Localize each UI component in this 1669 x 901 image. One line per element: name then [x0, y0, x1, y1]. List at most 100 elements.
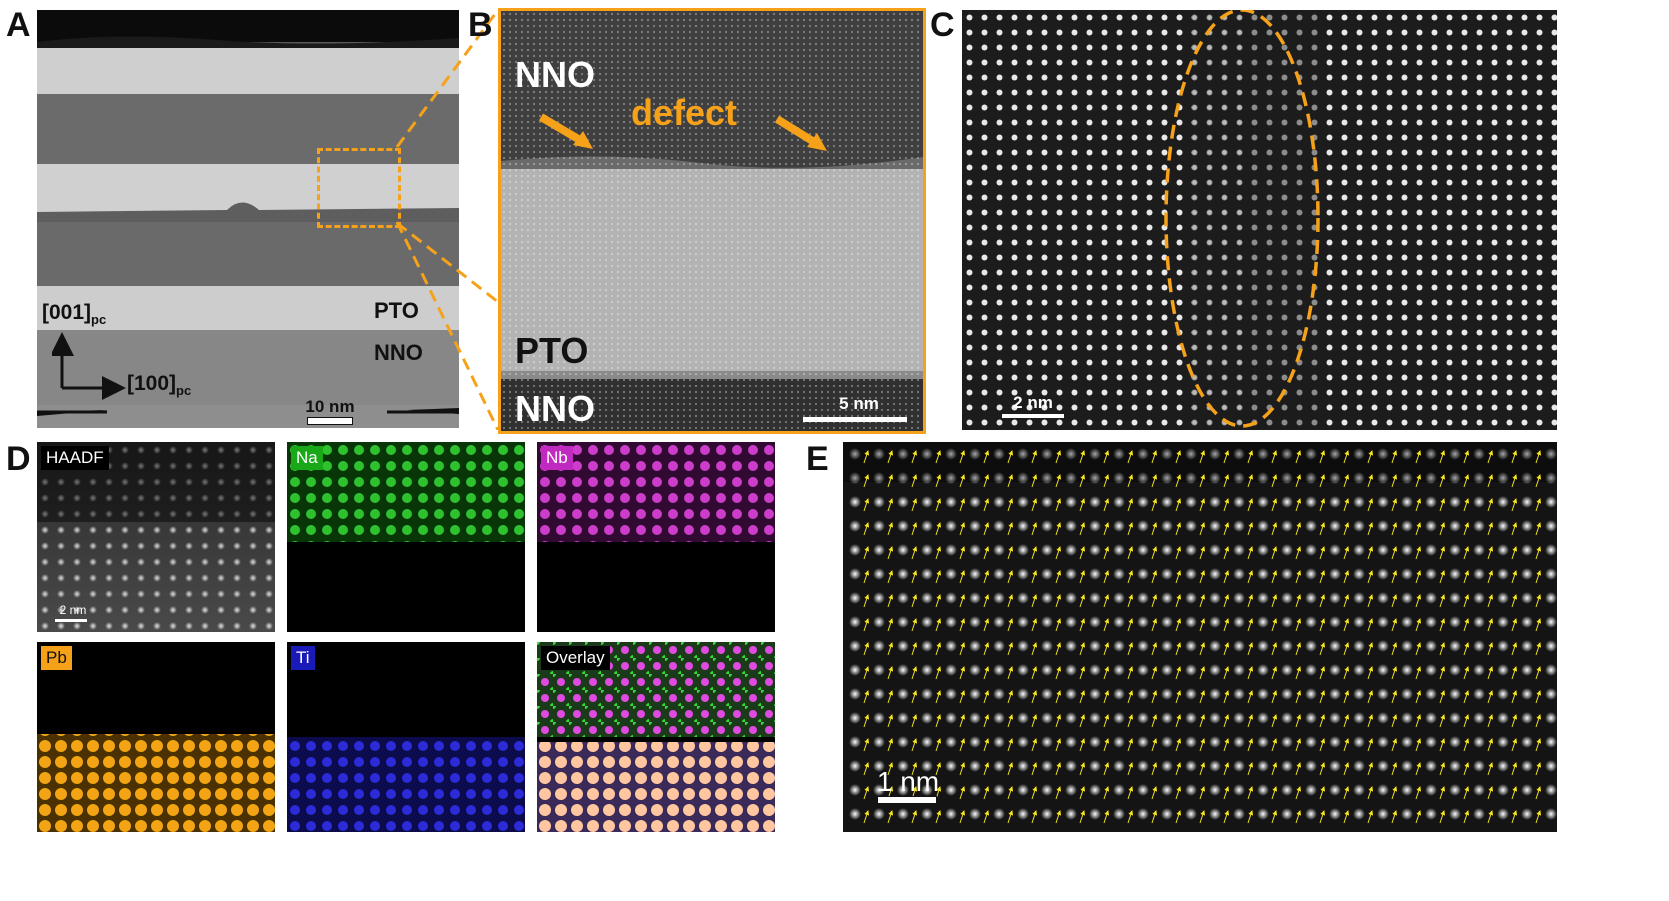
polarization-arrow	[1103, 474, 1110, 488]
polarization-arrow	[887, 594, 894, 608]
polarization-arrow	[911, 810, 918, 824]
polarization-arrow	[1415, 666, 1422, 680]
polarization-arrow	[1295, 690, 1302, 704]
polarization-arrow	[863, 594, 870, 608]
polarization-arrow	[1055, 474, 1062, 488]
polarization-arrow	[959, 714, 966, 728]
polarization-arrow	[1391, 546, 1398, 560]
polarization-arrow	[1175, 546, 1182, 560]
polarization-arrow	[1463, 450, 1470, 464]
b-nno-bottom-label: NNO	[515, 388, 595, 429]
polarization-arrow	[1367, 546, 1374, 560]
polarization-arrow	[887, 738, 894, 752]
polarization-arrow	[1151, 642, 1158, 656]
polarization-arrow	[1367, 522, 1374, 536]
panel-a-letter: A	[6, 6, 31, 44]
polarization-arrow	[1175, 450, 1182, 464]
polarization-arrow	[1319, 618, 1326, 632]
polarization-arrow	[911, 738, 918, 752]
polarization-arrow	[1199, 642, 1206, 656]
polarization-arrow	[1199, 498, 1206, 512]
polarization-arrow	[1319, 474, 1326, 488]
polarization-arrow	[911, 474, 918, 488]
d-pb-tile: Pb	[37, 642, 275, 832]
polarization-arrow	[1319, 810, 1326, 824]
d-nb-label: Nb	[541, 446, 573, 470]
polarization-arrow	[1199, 714, 1206, 728]
polarization-arrow	[1343, 786, 1350, 800]
polarization-arrow	[1271, 762, 1278, 776]
polarization-arrow	[1319, 762, 1326, 776]
polarization-arrow	[1487, 786, 1494, 800]
scalebar-d-label: 2 nm	[59, 603, 87, 617]
polarization-arrow	[983, 570, 990, 584]
polarization-arrow	[983, 618, 990, 632]
layer-nno-label: NNO	[374, 340, 423, 365]
polarization-arrow	[1319, 570, 1326, 584]
polarization-arrow	[983, 594, 990, 608]
polarization-arrow	[1079, 546, 1086, 560]
polarization-arrow	[1487, 762, 1494, 776]
d-na-label: Na	[291, 446, 323, 470]
polarization-arrow	[1151, 522, 1158, 536]
polarization-arrow	[1271, 810, 1278, 824]
polarization-arrow	[1295, 450, 1302, 464]
scalebar-c-label: 2 nm	[1013, 393, 1053, 412]
polarization-arrow	[1247, 762, 1254, 776]
polarization-arrow	[1343, 810, 1350, 824]
d-ti-tile: Ti	[287, 642, 525, 832]
polarization-arrow	[1127, 690, 1134, 704]
polarization-arrow	[1151, 450, 1158, 464]
polarization-arrow	[1127, 570, 1134, 584]
polarization-arrow	[863, 474, 870, 488]
polarization-arrow	[1223, 642, 1230, 656]
polarization-arrow	[1031, 666, 1038, 680]
polarization-arrow	[1463, 738, 1470, 752]
polarization-arrow	[1511, 522, 1518, 536]
polarization-arrow	[935, 762, 942, 776]
polarization-arrow	[1031, 786, 1038, 800]
polarization-arrow	[1535, 546, 1542, 560]
polarization-arrow	[1103, 810, 1110, 824]
polarization-arrow	[1007, 762, 1014, 776]
polarization-arrow	[1463, 642, 1470, 656]
polarization-arrow	[1247, 618, 1254, 632]
polarization-arrow	[1223, 666, 1230, 680]
polarization-arrow	[863, 546, 870, 560]
polarization-arrow	[863, 666, 870, 680]
polarization-arrow	[1343, 450, 1350, 464]
polarization-arrow	[1007, 594, 1014, 608]
polarization-arrow	[1415, 714, 1422, 728]
polarization-arrow	[1127, 522, 1134, 536]
polarization-arrow	[935, 594, 942, 608]
polarization-arrow	[935, 522, 942, 536]
polarization-arrow	[1415, 498, 1422, 512]
polarization-arrow	[1487, 546, 1494, 560]
polarization-arrow	[1271, 642, 1278, 656]
polarization-arrow	[1271, 666, 1278, 680]
polarization-arrow	[1391, 450, 1398, 464]
polarization-arrow	[1463, 546, 1470, 560]
polarization-arrow	[959, 642, 966, 656]
b-pto-label: PTO	[515, 330, 589, 371]
panel-e-letter: E	[806, 440, 829, 478]
polarization-arrow	[1463, 498, 1470, 512]
polarization-arrow	[1439, 546, 1446, 560]
polarization-arrow	[1391, 738, 1398, 752]
polarization-arrow	[959, 738, 966, 752]
polarization-arrow	[1487, 642, 1494, 656]
polarization-arrow	[1439, 810, 1446, 824]
polarization-arrow	[1055, 498, 1062, 512]
polarization-arrow	[1007, 714, 1014, 728]
polarization-arrow	[887, 570, 894, 584]
polarization-arrow	[1127, 642, 1134, 656]
polarization-arrow	[1031, 594, 1038, 608]
polarization-arrow	[1415, 642, 1422, 656]
polarization-arrow	[1535, 618, 1542, 632]
polarization-arrow	[1079, 738, 1086, 752]
polarization-arrow	[1391, 666, 1398, 680]
polarization-arrow	[887, 474, 894, 488]
polarization-arrow	[1295, 642, 1302, 656]
panel-c-letter: C	[930, 6, 955, 44]
polarization-arrow	[1415, 786, 1422, 800]
